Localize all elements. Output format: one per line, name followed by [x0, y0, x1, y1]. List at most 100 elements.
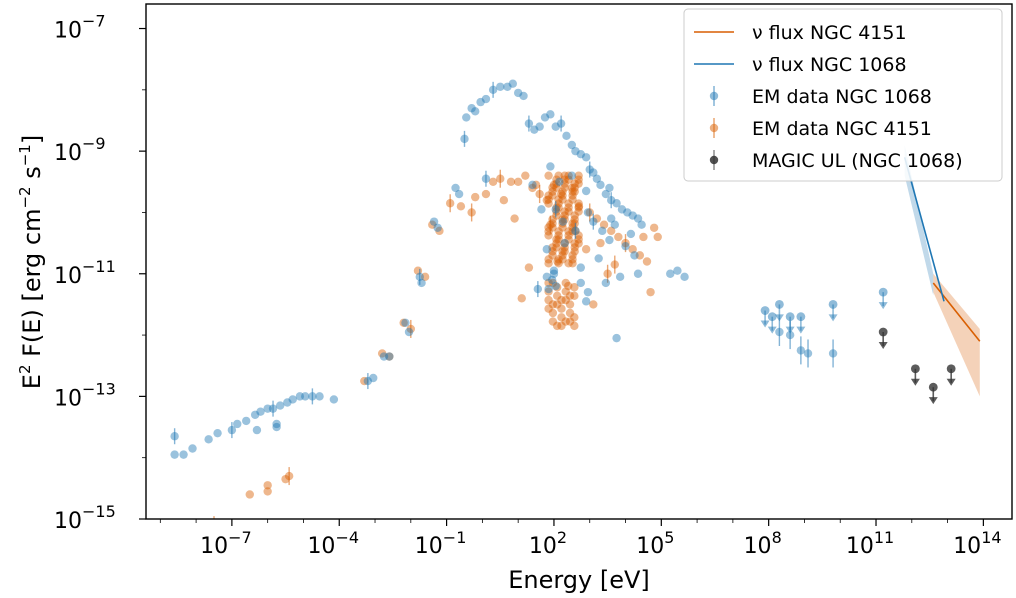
magic-upper-limit-arrowhead — [910, 378, 920, 386]
ngc1068-point — [607, 214, 616, 223]
ngc4151-xray-point — [568, 255, 577, 264]
ngc4151-xray-low-point — [552, 300, 562, 309]
magic-upper-limit-arrowhead — [946, 378, 956, 386]
ngc4151-xray-point — [544, 195, 553, 204]
ngc4151-point — [531, 180, 541, 190]
ngc4151-point — [263, 487, 272, 496]
ngc1068-point — [533, 284, 543, 294]
y-tick-label: 10−11 — [54, 257, 116, 289]
ngc4151-point — [574, 202, 584, 211]
ngc1068-point — [363, 376, 373, 386]
ngc4151-xray-point — [558, 251, 567, 260]
ngc4151-xray-point — [568, 187, 577, 196]
ngc4151-xray-low-point — [570, 313, 579, 322]
ngc4151-xray-point — [548, 215, 557, 224]
ngc1068-upper-limit — [796, 312, 806, 322]
magic-upper-limit — [910, 364, 920, 374]
ngc1068-point — [227, 425, 237, 435]
ngc4151-point — [481, 189, 491, 199]
ngc1068-xray-point — [576, 278, 585, 288]
magic-upper-limit-arrowhead — [928, 397, 938, 405]
ngc4151-xray-low-point — [548, 300, 558, 309]
ngc1068-point — [633, 269, 643, 278]
ngc4151-xray-low-point — [548, 317, 558, 326]
ngc4151-xray-point — [558, 215, 567, 224]
ngc4151-xray-point — [554, 195, 563, 204]
ngc1068-gev-point — [775, 327, 784, 337]
ngc4151-point — [646, 287, 655, 297]
ngc4151-xray-point — [552, 175, 561, 184]
ngc1068-point — [481, 94, 491, 104]
ngc4151-point — [471, 192, 480, 202]
ngc4151-xray-point — [548, 251, 557, 260]
ngc1068-point — [589, 217, 598, 226]
ngc4151-point — [406, 324, 416, 334]
ngc4151-xray-point — [552, 203, 561, 212]
ngc4151-point — [281, 474, 290, 484]
ngc4151-xray-point — [574, 203, 583, 212]
ngc1068-point — [204, 435, 213, 444]
ngc4151-xray-point — [560, 183, 569, 192]
ngc4151-xray-point — [558, 191, 567, 200]
ngc1068-point — [524, 119, 534, 128]
ngc4151-point — [599, 220, 609, 229]
ngc1068-gev-point — [785, 330, 795, 340]
legend-label: EM data NGC 1068 — [752, 86, 932, 108]
ngc1068-point — [576, 263, 585, 272]
ngc1068-point — [571, 226, 580, 236]
ngc4151-xray-point — [552, 239, 561, 248]
ngc1068-upper-limit-arrowhead — [796, 326, 806, 334]
ngc4151-xray-point — [558, 187, 567, 196]
ngc1068-point — [583, 208, 593, 217]
ngc4151-xray-point — [560, 211, 569, 220]
ngc1068-point — [401, 318, 410, 328]
ngc4151-xray-point — [552, 207, 561, 216]
ngc4151-xray-point — [554, 235, 563, 244]
legend-label: MAGIC UL (NGC 1068) — [752, 150, 963, 172]
ngc1068-point — [605, 183, 614, 193]
ngc1068-point — [369, 373, 378, 383]
nu-flux-ngc4151-band — [933, 273, 980, 397]
ngc4151-xray-point — [564, 227, 573, 236]
ngc1068-point — [513, 88, 523, 98]
ngc1068-point — [462, 113, 471, 122]
ngc1068-point — [471, 107, 480, 116]
ngc4151-xray-point — [564, 259, 573, 268]
ngc1068-point — [562, 131, 571, 141]
x-tick-label: 105 — [636, 528, 674, 559]
ngc4151-xray-low-point — [548, 278, 558, 288]
ngc4151-point — [385, 352, 394, 361]
legend: ν flux NGC 4151 ν flux NGC 1068 EM data NG… — [683, 8, 1003, 182]
ngc1068-point — [607, 195, 616, 205]
ngc4151-point — [639, 232, 648, 242]
ngc1068-point — [556, 119, 566, 128]
ngc4151-xray-point — [554, 255, 563, 264]
x-tick-label: 102 — [529, 528, 567, 559]
ngc1068-point — [633, 214, 643, 223]
ngc4151-xray-point — [570, 211, 579, 220]
ngc4151-point — [420, 272, 430, 282]
ngc4151-point — [445, 199, 455, 208]
ngc1068-point — [549, 266, 559, 275]
ngc4151-point — [399, 318, 408, 328]
ngc4151-xray-point — [548, 191, 557, 200]
y-tick-label: 10−15 — [54, 502, 116, 534]
ngc1068-point — [601, 189, 611, 199]
ngc1068-upper-limit — [785, 312, 795, 322]
ngc1068-point — [417, 278, 426, 288]
ngc4151-xray-point — [564, 171, 573, 180]
ngc4151-xray-point — [574, 175, 583, 184]
ngc1068-point — [598, 226, 607, 236]
ngc4151-xray-point — [560, 179, 569, 188]
ngc4151-point — [535, 189, 544, 199]
ngc1068-point — [488, 85, 498, 95]
ngc4151-xray-point — [552, 179, 561, 188]
ngc4151-point — [456, 202, 466, 211]
ngc1068-point — [551, 205, 560, 214]
ngc4151-xray-low-point — [557, 313, 566, 322]
ngc1068-point — [188, 444, 197, 453]
ngc1068-point — [560, 238, 569, 248]
ngc4151-xray-point — [558, 247, 567, 256]
ngc1068-point — [252, 425, 262, 435]
ngc4151-xray-low-point — [561, 287, 570, 296]
